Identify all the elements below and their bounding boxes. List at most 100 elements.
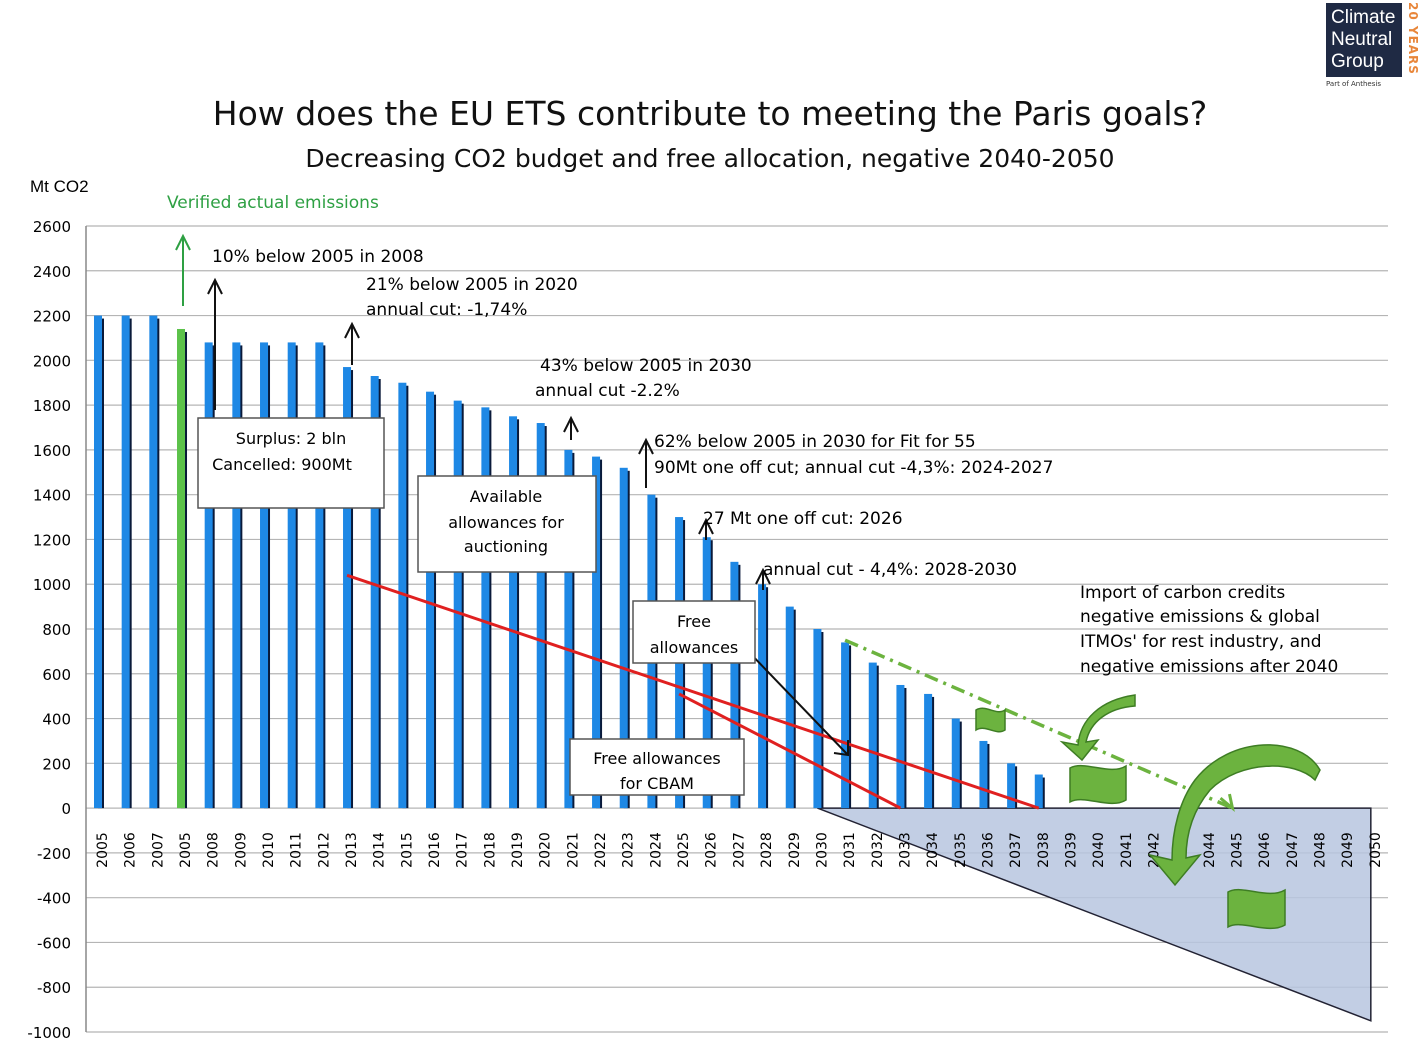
bar [260, 342, 269, 809]
x-tick-label: 2016 [427, 832, 443, 868]
y-tick-label: -200 [37, 845, 71, 863]
x-tick-label: 2005 [178, 832, 194, 868]
verified-label: Verified actual emissions [167, 193, 379, 213]
bar [370, 376, 379, 809]
box-free-line1: Free [677, 612, 711, 631]
note-2026: 27 Mt one off cut: 2026 [703, 509, 903, 529]
bar [121, 315, 130, 809]
y-tick-label: -1000 [27, 1024, 71, 1038]
note-import-line1: Import of carbon credits [1080, 583, 1285, 603]
x-tick-label: 2025 [676, 832, 692, 868]
x-tick-label: 2032 [870, 832, 886, 868]
flag-icons [975, 707, 1286, 930]
note-fit55-line2: 90Mt one off cut; annual cut -4,3%: 2024… [654, 458, 1053, 478]
y-axis-label: Mt CO2 [30, 177, 89, 196]
x-tick-label: 2029 [787, 832, 803, 868]
trend-line [844, 638, 1234, 810]
x-tick-label: 2038 [1036, 832, 1052, 868]
logo-years: 20 YEARS [1406, 2, 1420, 75]
flag-medium-icon [1069, 764, 1127, 805]
y-tick-label: 0 [61, 800, 71, 818]
x-tick-label: 2024 [648, 832, 664, 868]
bars [94, 315, 1045, 809]
bar [702, 537, 711, 809]
bar [177, 328, 186, 809]
box-free: Free allowances [632, 600, 756, 664]
logo-line-3: Group [1331, 51, 1384, 72]
y-tick-label: 2600 [33, 218, 71, 236]
box-surplus-line2: Cancelled: 900Mt [212, 455, 352, 474]
y-tick-label: 1600 [33, 442, 71, 460]
box-free-frame [632, 600, 756, 664]
y-tick-label: 400 [42, 711, 71, 729]
trend-line [346, 573, 1040, 810]
note-2030-line1: 43% below 2005 in 2030 [540, 356, 752, 376]
verified-arrow-head [175, 233, 191, 251]
x-tick-label: 2047 [1285, 832, 1301, 868]
x-tick-label: 2046 [1257, 832, 1273, 868]
x-tick-label: 2012 [316, 832, 332, 868]
y-tick-label: 2000 [33, 352, 71, 370]
box-auction-line1: Available [470, 487, 542, 506]
x-tick-label: 2035 [953, 832, 969, 868]
bar [841, 642, 850, 809]
bar [758, 584, 767, 809]
y-tick-label: 1800 [33, 397, 71, 415]
bar [149, 315, 158, 809]
y-tick-label: 200 [42, 755, 71, 773]
x-tick-label: 2019 [510, 832, 526, 868]
x-tick-labels: 2005 2006 2007 2005 2008 2009 2010 2011 2012 2013… [95, 832, 1384, 868]
box-cbam-frame [569, 738, 745, 796]
bar [1034, 774, 1043, 809]
bar [924, 693, 933, 809]
x-tick-label: 2037 [1008, 832, 1024, 868]
x-tick-label: 2006 [123, 832, 139, 868]
x-tick-label: 2044 [1202, 832, 1218, 868]
bar [951, 718, 960, 809]
flag-small-icon [975, 707, 1006, 733]
note-2008: 10% below 2005 in 2008 [212, 247, 424, 267]
x-tick-label: 2045 [1229, 832, 1245, 868]
chart-subtitle: Decreasing CO2 budget and free allocatio… [305, 144, 1115, 173]
bar [564, 449, 573, 809]
x-tick-label: 2022 [593, 832, 609, 868]
x-tick-label: 2008 [206, 832, 222, 868]
chart-title: How does the EU ETS contribute to meetin… [212, 94, 1208, 133]
annotation-arrows [207, 277, 849, 757]
logo-partof: Part of Anthesis [1326, 80, 1381, 88]
curved-arrow-large-icon [1148, 744, 1321, 887]
box-surplus-line1: Surplus: 2 bln [236, 429, 346, 448]
x-tick-label: 2011 [289, 832, 305, 868]
x-tick-label: 2021 [565, 832, 581, 868]
x-tick-label: 2014 [372, 832, 388, 868]
trend-line-arrowhead [1219, 793, 1235, 813]
x-tick-label: 2030 [814, 832, 830, 868]
x-tick-label: 2027 [731, 832, 747, 868]
y-tick-label: -800 [37, 979, 71, 997]
negative-emissions-area [817, 807, 1372, 1022]
bar [785, 606, 794, 809]
bar [536, 423, 545, 809]
x-tick-label: 2020 [538, 832, 554, 868]
box-cbam: Free allowances for CBAM [569, 738, 745, 796]
note-import-line2: negative emissions & global [1080, 607, 1320, 627]
box-auction-frame [417, 475, 597, 573]
y-tick-label: -400 [37, 890, 71, 908]
negative-area [817, 807, 1372, 1022]
bar [619, 467, 628, 809]
note-2030-line2: annual cut -2.2% [535, 381, 680, 401]
x-tick-label: 2018 [482, 832, 498, 868]
note-2028: annual cut - 4,4%: 2028-2030 [763, 560, 1017, 580]
x-tick-label: 2005 [95, 832, 111, 868]
x-tick-label: 2034 [925, 832, 941, 868]
x-tick-label: 2031 [842, 832, 858, 868]
bar [315, 342, 324, 809]
box-auction-line3: auctioning [464, 537, 548, 556]
bar [453, 400, 462, 809]
x-tick-label: 2040 [1091, 832, 1107, 868]
x-tick-label: 2050 [1368, 832, 1384, 868]
trend-lines [346, 573, 1235, 813]
x-tick-label: 2026 [704, 832, 720, 868]
y-tick-label: 1000 [33, 576, 71, 594]
